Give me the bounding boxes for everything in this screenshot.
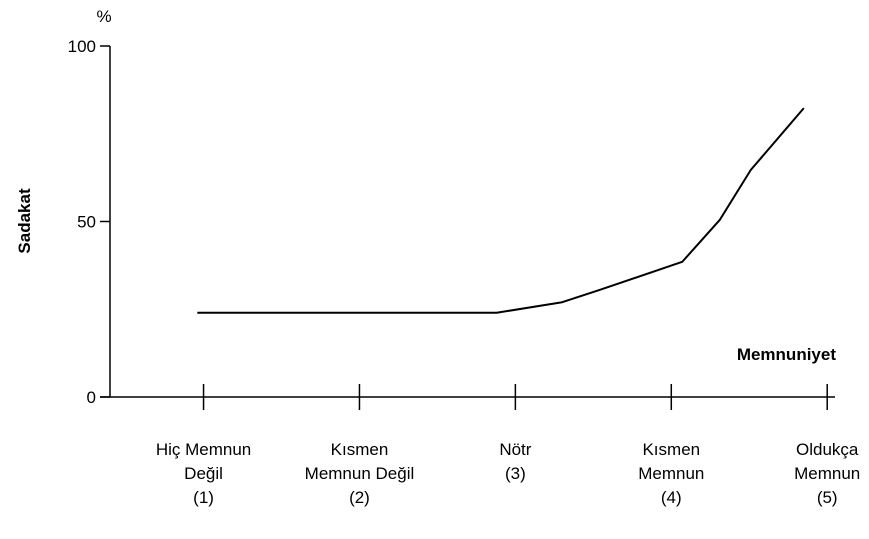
y-unit: % [96, 7, 111, 26]
x-tick-label: Kısmen Memnun Değil (2) [305, 440, 415, 507]
y-tick-label: 100 [68, 37, 96, 56]
y-axis-label: Sadakat [15, 188, 34, 254]
x-tick-label: Nötr (3) [499, 440, 531, 483]
y-tick-label: 50 [77, 213, 96, 232]
x-tick-label: Hiç Memnun Değil (1) [156, 440, 251, 507]
x-axis-label: Memnuniyet [737, 345, 837, 364]
x-tick-label: Oldukça Memnun (5) [794, 440, 860, 507]
x-tick-label: Kısmen Memnun (4) [638, 440, 704, 507]
y-tick-label: 0 [87, 388, 96, 407]
line [197, 107, 805, 314]
